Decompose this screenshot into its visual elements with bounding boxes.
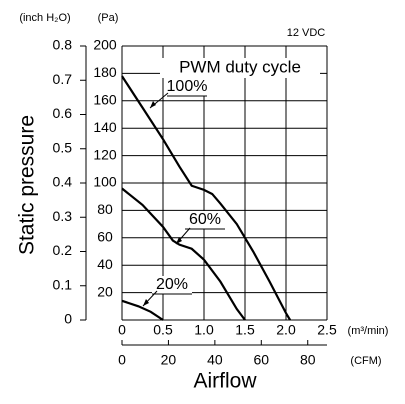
series-label-background (152, 276, 192, 294)
y-tick-label: 20 (97, 283, 113, 299)
series-line (121, 75, 292, 321)
subtitle: 12 VDC (287, 27, 326, 39)
leader-arrow (150, 101, 156, 108)
y2-tick-label: 0.3 (53, 208, 73, 224)
series-label: 20% (156, 276, 188, 293)
series-label-background (185, 211, 225, 229)
series-label: 100% (167, 78, 208, 95)
leader-arrow (143, 299, 149, 306)
x2-unit: (CFM) (350, 355, 381, 367)
series-line (121, 299, 164, 321)
y2-tick-label: 0.5 (53, 139, 73, 155)
y-tick-label: 100 (93, 174, 117, 190)
x-tick-label: 0 (118, 322, 126, 338)
y-axis-title: Static pressure (16, 115, 39, 255)
title-background (160, 58, 320, 78)
series-line (121, 187, 246, 321)
y2-tick-label: 0.2 (53, 242, 73, 258)
series-label-background (167, 78, 207, 96)
x-axis-title: Airflow (193, 370, 257, 393)
y2-tick-label: 0.8 (53, 37, 73, 53)
y-unit: (Pa) (98, 12, 119, 24)
y-tick-label: 160 (93, 92, 117, 108)
y-tick-label: 40 (97, 256, 113, 272)
y2-tick-label: 0 (64, 311, 72, 327)
x2-tick-label: 40 (207, 352, 223, 368)
y-tick-label: 120 (93, 146, 117, 162)
y2-tick-label: 0.7 (53, 71, 73, 87)
x-unit: (m³/min) (348, 325, 389, 337)
y-tick-label: 80 (97, 201, 113, 217)
x2-tick-label: 20 (161, 352, 177, 368)
x-tick-label: 0.5 (153, 322, 173, 338)
x2-tick-label: 80 (300, 352, 316, 368)
y2-tick-label: 0.1 (53, 276, 73, 292)
x-tick-label: 2.5 (317, 322, 337, 338)
chart-title: PWM duty cycle (179, 57, 301, 76)
x-tick-label: 2.0 (276, 322, 296, 338)
leader-arrow (176, 237, 182, 244)
y2-tick-label: 0.6 (53, 105, 73, 121)
series-label: 60% (189, 211, 221, 228)
y2-unit: (inch H₂O) (19, 12, 70, 24)
x-tick-label: 1.5 (235, 322, 255, 338)
y-tick-label: 180 (93, 64, 117, 80)
x2-tick-label: 60 (254, 352, 270, 368)
x2-tick-label: 0 (118, 352, 126, 368)
y-tick-label: 60 (97, 229, 113, 245)
x-tick-label: 1.0 (194, 322, 214, 338)
y-tick-label: 140 (93, 119, 117, 135)
y-tick-label: 200 (93, 37, 117, 53)
y2-tick-label: 0.4 (53, 174, 73, 190)
